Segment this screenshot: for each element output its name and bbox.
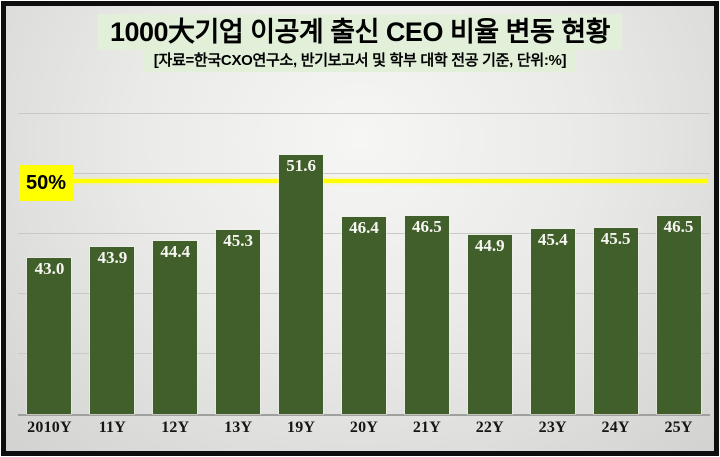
- x-axis-label-20Y: 20Y: [349, 419, 379, 436]
- bar-11Y: 43.9: [90, 247, 135, 414]
- bar-slot-24Y: 45.5: [584, 99, 647, 414]
- x-axis-label-22Y: 22Y: [475, 419, 504, 436]
- bars-container: 43.0 43.9 44.4 45.3 51.6 46.4 46.5 44.9 45.4 45.5…: [18, 99, 710, 414]
- x-axis-label-23Y: 23Y: [538, 419, 567, 436]
- x-axis-label-24Y: 24Y: [601, 419, 630, 436]
- bar-25Y: 46.5: [656, 216, 701, 414]
- bar-slot-22Y: 44.9: [458, 99, 521, 414]
- bar-value-label: 45.5: [600, 229, 631, 248]
- bar-2010Y: 43.0: [27, 258, 72, 414]
- x-axis-label-2010Y: 2010Y: [27, 419, 72, 436]
- plot-area: 50% 43.0 43.9 44.4 45.3 51.6 46.4 46.5 44.9 45.4…: [18, 99, 710, 416]
- x-axis-label-25Y: 25Y: [664, 419, 693, 436]
- bar-slot-21Y: 46.5: [395, 99, 458, 414]
- page-subtitle: [자료=한국CXO연구소, 반기보고서 및 학부 대학 전공 기준, 단위:%]: [143, 50, 577, 72]
- gridline-50: [18, 173, 710, 174]
- x-axis-labels: 2010Y 11Y 12Y 13Y 19Y 20Y 21Y 22Y 23Y 24Y 25Y: [18, 419, 710, 437]
- bar-value-label: 45.4: [537, 230, 568, 250]
- bar-value-label: 43.9: [97, 248, 128, 268]
- bar-24Y: 45.5: [593, 228, 638, 414]
- bar-slot-25Y: 46.5: [647, 99, 710, 414]
- bar-23Y: 45.4: [530, 229, 575, 414]
- chart-header: 1000大기업 이공계 출신 CEO 비율 변동 현황 [자료=한국CXO연구소…: [6, 14, 714, 72]
- bar-slot-13Y: 45.3: [207, 99, 270, 414]
- bar-value-label: 44.4: [160, 242, 191, 262]
- bar-value-label: 45.3: [223, 231, 254, 251]
- x-axis-label-13Y: 13Y: [224, 419, 253, 436]
- bar-value-label: 46.5: [663, 217, 694, 236]
- bar-22Y: 44.9: [467, 235, 512, 414]
- bar-19Y: 51.6: [279, 154, 324, 414]
- bar-13Y: 45.3: [216, 230, 261, 414]
- title-row: 1000大기업 이공계 출신 CEO 비율 변동 현황: [6, 14, 714, 50]
- bar-value-label: 46.5: [412, 217, 442, 236]
- bar-value-label: 46.4: [349, 218, 379, 238]
- bar-slot-23Y: 45.4: [521, 99, 584, 414]
- bar-12Y: 44.4: [153, 241, 198, 414]
- x-axis-label-11Y: 11Y: [98, 419, 126, 436]
- gridline-55: [18, 113, 710, 114]
- bar-slot-19Y: 51.6: [270, 99, 333, 414]
- bar-value-label: 51.6: [286, 155, 316, 175]
- x-axis-label-12Y: 12Y: [161, 419, 190, 436]
- bar-21Y: 46.5: [404, 216, 449, 414]
- page-title: 1000大기업 이공계 출신 CEO 비율 변동 현황: [97, 14, 622, 50]
- bar-value-label: 44.9: [474, 236, 505, 256]
- x-axis-label-21Y: 21Y: [412, 419, 441, 436]
- bar-slot-2010Y: 43.0: [18, 99, 81, 414]
- bar-slot-12Y: 44.4: [144, 99, 207, 414]
- subtitle-row: [자료=한국CXO연구소, 반기보고서 및 학부 대학 전공 기준, 단위:%]: [6, 50, 714, 72]
- reference-line-label: 50%: [19, 165, 73, 201]
- x-axis-label-19Y: 19Y: [287, 419, 316, 436]
- bar-slot-20Y: 46.4: [333, 99, 396, 414]
- bar-20Y: 46.4: [341, 217, 386, 414]
- bar-value-label: 43.0: [34, 259, 65, 278]
- bar-slot-11Y: 43.9: [81, 99, 144, 414]
- reference-line-50pct: [70, 179, 708, 183]
